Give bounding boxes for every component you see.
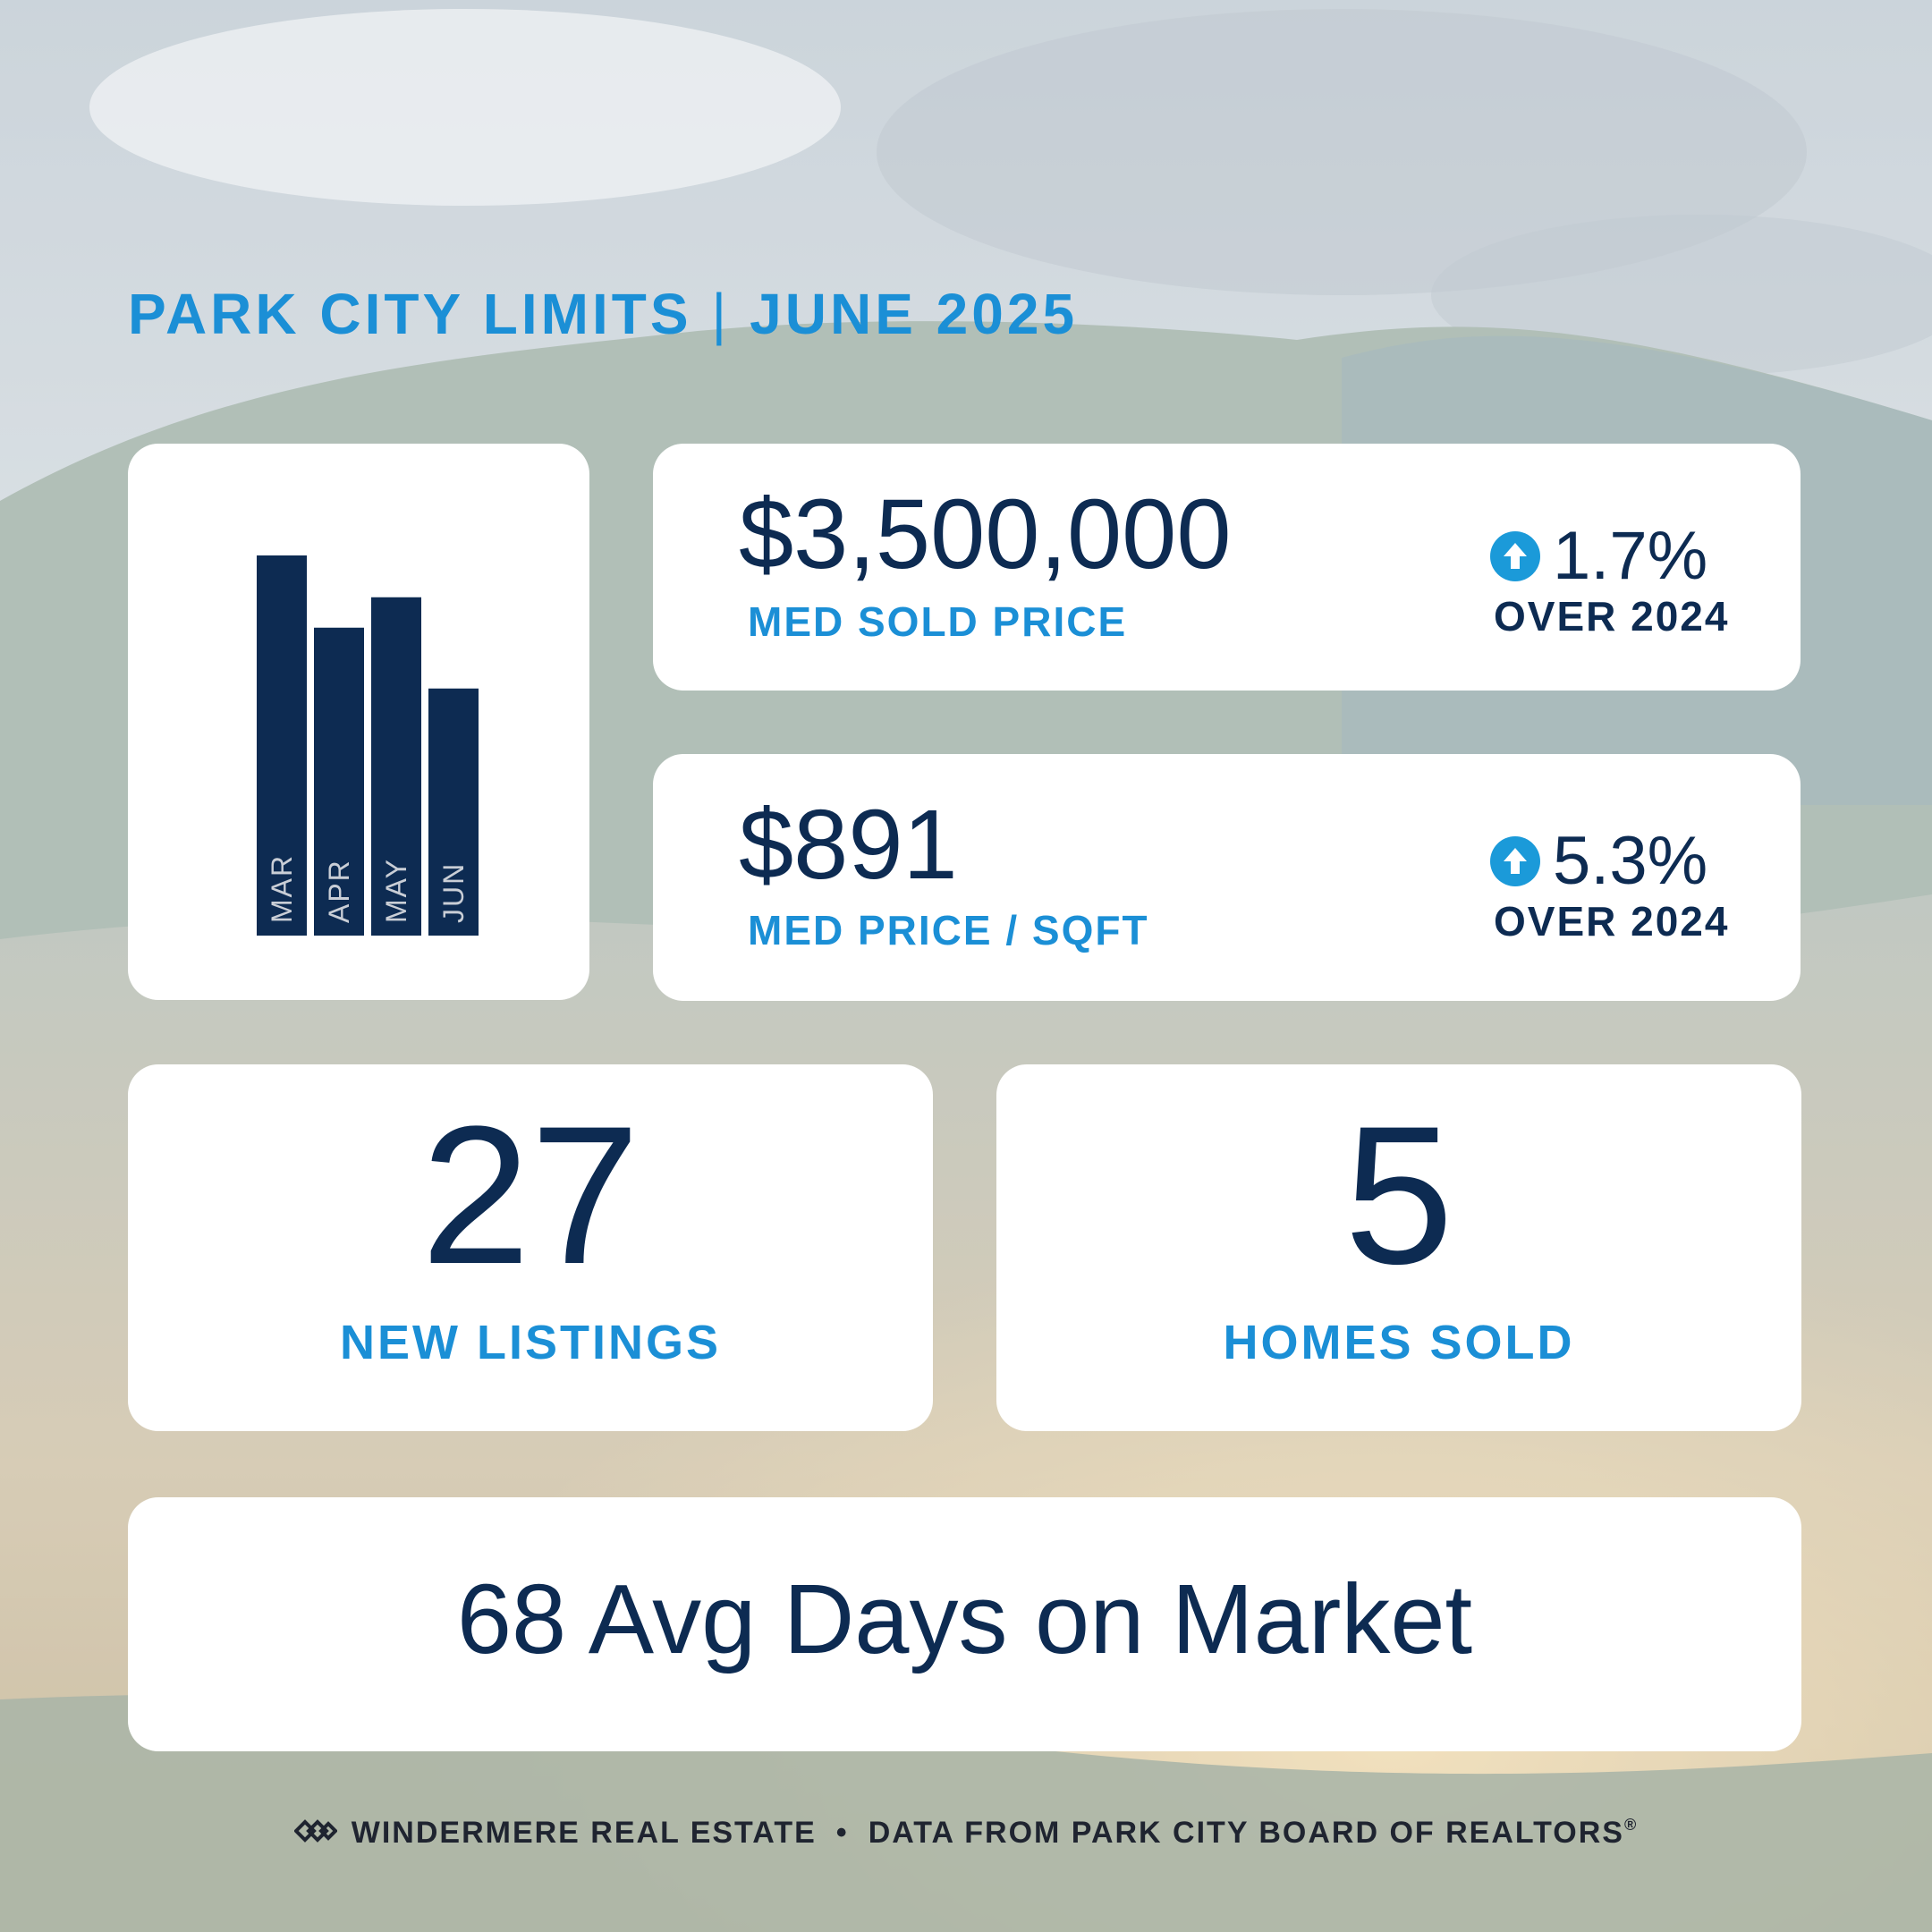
med-sold-price-value: $3,500,000 [739,479,1232,589]
med-sold-price-change: 1.7% [1490,517,1707,595]
med-sold-price-label: MED SOLD PRICE [748,598,1128,645]
footer-source: DATA FROM PARK CITY BOARD OF REALTORS [868,1816,1624,1850]
bar-label-mar: MAR [266,854,298,923]
med-price-sqft-label: MED PRICE / SQFT [748,907,1149,953]
new-listings-card: 27 NEW LISTINGS [128,1064,933,1431]
avg-days-text: 68 Avg Days on Market [456,1564,1473,1674]
bar-label-may: MAY [380,858,412,923]
med-price-sqft-change: 5.3% [1490,822,1707,900]
bar-label-apr: APR [323,859,355,923]
title-period: JUNE 2025 [750,282,1079,346]
bar-mar [257,555,307,936]
homes-sold-card: 5 HOMES SOLD [996,1064,1801,1431]
title-region: PARK CITY LIMITS [128,282,692,346]
bar-label-jun: JUN [437,862,470,923]
med-price-sqft-change-pct: 5.3% [1553,823,1708,899]
med-price-sqft-card: $891 MED PRICE / SQFT 5.3% OVER 2024 [653,754,1801,1001]
med-sold-price-change-label: OVER 2024 [1494,593,1730,640]
footer: WINDERMERE REAL ESTATE • DATA FROM PARK CI… [0,1816,1932,1852]
med-sold-price-card: $3,500,000 MED SOLD PRICE 1.7% OVER 2024 [653,444,1801,691]
avg-days-card: 68 Avg Days on Market [128,1497,1801,1751]
page-title: PARK CITY LIMITS | JUNE 2025 [128,281,1078,347]
homes-sold-value: 5 [1343,1085,1454,1305]
bar-may [371,597,421,936]
arrow-up-icon [1490,835,1540,886]
new-listings-label: NEW LISTINGS [340,1316,721,1369]
bar-apr [314,627,364,936]
new-listings-value: 27 [420,1085,640,1305]
windermere-logo-icon [292,1818,338,1852]
trend-bar-chart: MAR APR MAY JUN [257,555,479,936]
med-price-sqft-value: $891 [739,790,958,900]
bar-jun [428,688,479,936]
footer-bullet: • [835,1816,849,1850]
med-sold-price-change-pct: 1.7% [1553,518,1708,594]
registered-mark: ® [1623,1816,1639,1834]
homes-sold-label: HOMES SOLD [1223,1316,1575,1369]
title-separator: | [711,282,731,346]
footer-brand: WINDERMERE REAL ESTATE [351,1816,817,1850]
arrow-up-icon [1490,530,1540,581]
med-price-sqft-change-label: OVER 2024 [1494,898,1730,945]
trend-chart-card: MAR APR MAY JUN [128,444,589,1000]
